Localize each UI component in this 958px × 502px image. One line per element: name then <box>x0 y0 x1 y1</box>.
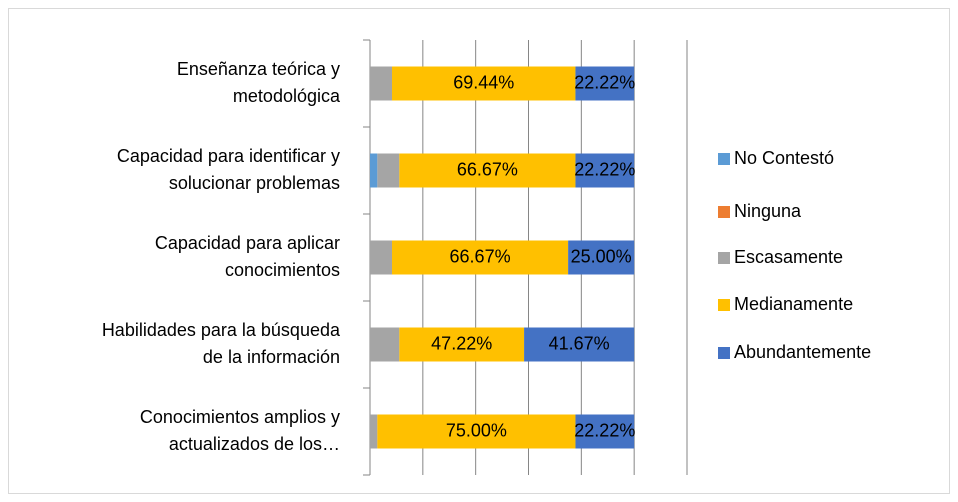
data-label: 25.00% <box>571 246 632 266</box>
bar-segment <box>377 414 576 449</box>
legend-swatch <box>718 347 730 359</box>
y-tick-label: solucionar problemas <box>169 173 340 193</box>
bar-segment <box>370 66 393 101</box>
bar-segment <box>575 153 635 188</box>
data-label: 69.44% <box>453 72 514 92</box>
y-tick-label: Enseñanza teórica y <box>177 59 340 79</box>
y-tick-label: Habilidades para la búsqueda <box>102 320 341 340</box>
y-tick-label: conocimientos <box>225 260 340 280</box>
bar-segment <box>575 414 635 449</box>
y-tick-label: Capacidad para identificar y <box>117 146 340 166</box>
legend-swatch <box>718 206 730 218</box>
y-tick-label: Conocimientos amplios y <box>140 407 340 427</box>
bar-segment <box>370 153 378 188</box>
bar-segment <box>370 327 400 362</box>
legend-label: Abundantemente <box>734 342 871 362</box>
data-label: 22.22% <box>574 420 635 440</box>
data-label: 47.22% <box>431 333 492 353</box>
data-label: 66.67% <box>450 246 511 266</box>
legend-swatch <box>718 252 730 264</box>
bar-segment <box>399 327 525 362</box>
data-label: 41.67% <box>549 333 610 353</box>
data-label: 22.22% <box>574 72 635 92</box>
legend-label: Escasamente <box>734 247 843 267</box>
bar-segment <box>575 66 635 101</box>
data-label: 66.67% <box>457 159 518 179</box>
bar-segment <box>399 153 576 188</box>
bar-segment <box>370 414 378 449</box>
y-tick-label: de la información <box>203 347 340 367</box>
legend-label: Ninguna <box>734 201 802 221</box>
legend-label: No Contestó <box>734 148 834 168</box>
bar-segment <box>524 327 635 362</box>
legend-swatch <box>718 153 730 165</box>
bar-segment <box>377 153 400 188</box>
y-tick-label: actualizados de los… <box>169 434 340 454</box>
data-label: 75.00% <box>446 420 507 440</box>
legend-label: Medianamente <box>734 294 853 314</box>
y-tick-label: metodológica <box>233 86 341 106</box>
data-label: 22.22% <box>574 159 635 179</box>
bar-segment <box>392 240 569 275</box>
bar-segment <box>370 240 393 275</box>
bar-segment <box>568 240 635 275</box>
bar-segment <box>392 66 576 101</box>
legend-swatch <box>718 299 730 311</box>
y-tick-label: Capacidad para aplicar <box>155 233 340 253</box>
